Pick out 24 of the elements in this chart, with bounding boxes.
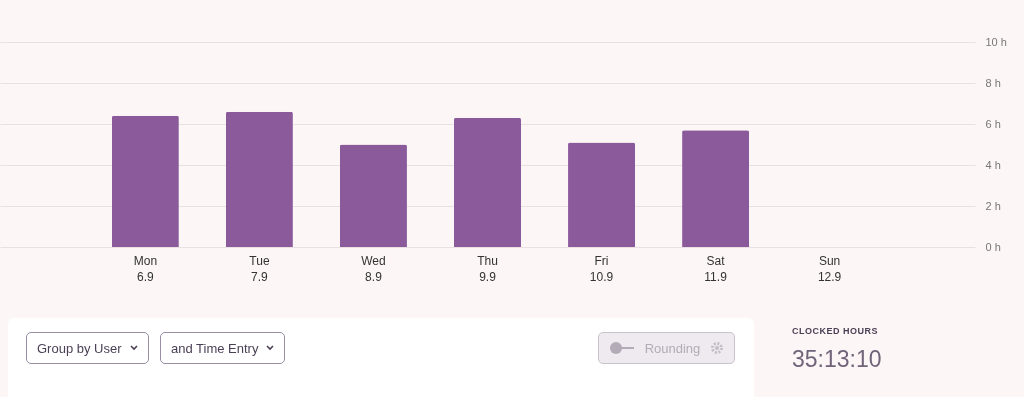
text: Group by User: [37, 340, 122, 356]
text: CLOCKED HOURS: [792, 326, 879, 336]
x-tick-label: Sat 11.9: [704, 253, 728, 284]
y-tick-label: 6 h: [985, 117, 1001, 130]
bar: [339, 144, 407, 247]
y-tick-label: 8 h: [985, 76, 1001, 89]
text: Rounding: [644, 340, 701, 356]
y-tick-label: 2 h: [985, 199, 1001, 212]
x-tick-label: Thu 9.9: [477, 253, 498, 284]
x-tick-label: Fri 10.9: [589, 253, 614, 284]
y-tick-label: 4 h: [985, 158, 1001, 171]
x-tick-label: Tue 7.9: [249, 253, 270, 284]
text: and Time Entry: [171, 340, 259, 356]
x-tick-label: Mon 6.9: [133, 253, 158, 284]
bar: [454, 117, 521, 247]
y-tick-label: 0 h: [985, 240, 1001, 253]
bar: [682, 130, 750, 247]
bar: [568, 142, 636, 247]
bar: [225, 111, 293, 247]
bar: [111, 115, 179, 247]
text: 35:13:10: [792, 346, 882, 373]
x-tick-label: Wed 8.9: [361, 253, 386, 284]
x-tick-label: Sun 12.9: [817, 253, 842, 284]
y-tick-label: 10 h: [985, 35, 1007, 48]
